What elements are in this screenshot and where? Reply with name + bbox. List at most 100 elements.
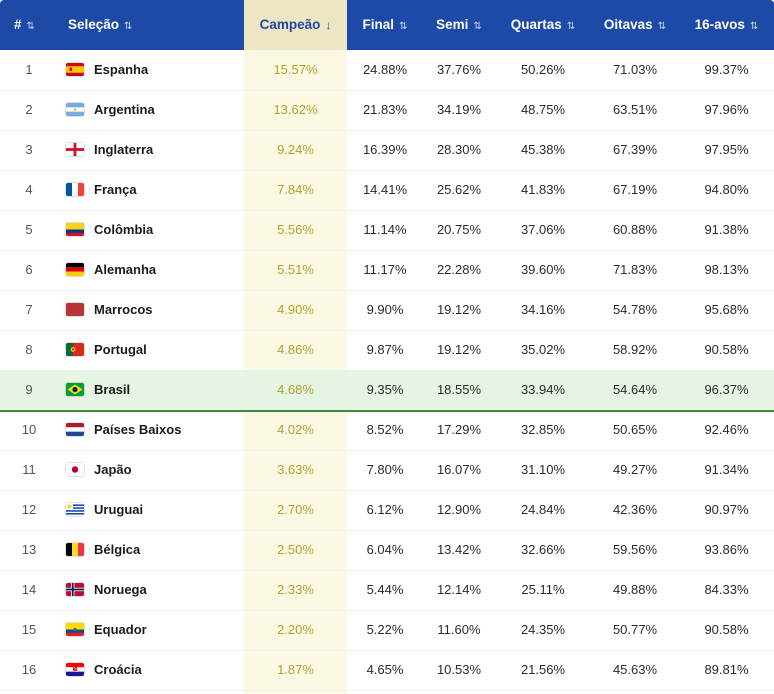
spain-flag-icon <box>66 63 84 76</box>
team-name[interactable]: Portugal <box>94 342 147 357</box>
team-name[interactable]: Noruega <box>94 582 147 597</box>
team-name[interactable]: Uruguai <box>94 502 144 517</box>
team-name[interactable]: Bélgica <box>94 542 141 557</box>
table-header: # ⇅ Seleção ⇅ Campeão ↓ Final ⇅ Semi ⇅ Quarta… <box>0 0 774 50</box>
sort-icon[interactable]: ⇅ <box>749 21 759 32</box>
table-row[interactable]: 5 Colômbia 5.56% 11.14% 20.75% 37.06% 60.88% 91… <box>0 210 774 251</box>
table-row[interactable]: 11 Japão 3.63% 7.80% 16.07% 31.10% 49.27% 91.34… <box>0 450 774 491</box>
rank-cell: 15 <box>21 622 37 637</box>
champion-probability: 9.24% <box>277 142 314 157</box>
sort-icon[interactable]: ⇅ <box>399 21 408 32</box>
champion-probability: 3.63% <box>277 462 314 477</box>
sort-desc-icon[interactable]: ↓ <box>325 18 332 32</box>
team-name[interactable]: Países Baixos <box>94 422 182 437</box>
morocco-flag-icon <box>66 303 84 316</box>
champion-probability: 4.02% <box>277 422 314 437</box>
table-row-highlighted[interactable]: 9 Brasil 4.68% 9.35% 18.55% 33.94% 54.64% 96.37… <box>0 370 774 412</box>
col-header-final[interactable]: Final ⇅ <box>347 0 423 50</box>
sort-icon[interactable]: ⇅ <box>26 21 35 32</box>
table-row[interactable]: 7 Marrocos 4.90% 9.90% 19.12% 34.16% 54.78% 95.… <box>0 290 774 331</box>
table-row[interactable]: 1 Espanha 15.57% 24.88% 37.76% 50.26% 71.03% 99… <box>0 50 774 91</box>
team-name[interactable]: Alemanha <box>94 262 157 277</box>
col-header-champion[interactable]: Campeão ↓ <box>244 0 347 50</box>
round32-probability: 99.37% <box>704 62 749 77</box>
col-header-round32[interactable]: 16-avos ⇅ <box>679 0 774 50</box>
champion-probability: 15.57% <box>273 62 318 77</box>
rank-cell: 10 <box>21 422 37 437</box>
final-probability: 24.88% <box>362 62 408 77</box>
col-header-quarters[interactable]: Quartas ⇅ <box>495 0 591 50</box>
semi-probability: 17.29% <box>436 422 482 437</box>
team-name[interactable]: França <box>94 182 137 197</box>
sort-icon[interactable]: ⇅ <box>566 21 576 32</box>
table-row[interactable]: 3 Inglaterra 9.24% 16.39% 28.30% 45.38% 67.39%… <box>0 130 774 171</box>
quarters-probability: 39.60% <box>520 262 566 277</box>
japan-flag-icon <box>66 463 84 476</box>
rank-cell: 2 <box>25 102 33 117</box>
col-header-round16-label: Oitavas <box>603 17 653 32</box>
table-row[interactable]: 8 Portugal 4.86% 9.87% 19.12% 35.02% 58.92% 90.… <box>0 330 774 371</box>
final-probability: 6.12% <box>366 502 404 517</box>
col-header-champion-label: Campeão <box>259 17 321 32</box>
semi-probability: 12.14% <box>436 582 482 597</box>
table-row[interactable]: 10 Países Baixos 4.02% 8.52% 17.29% 32.85% 50.… <box>0 410 774 451</box>
round32-probability: 91.34% <box>704 462 749 477</box>
sort-icon[interactable]: ⇅ <box>124 21 133 32</box>
round32-probability: 90.58% <box>704 622 749 637</box>
table-row[interactable]: 15 Equador 2.20% 5.22% 11.60% 24.35% 50.77% 90.… <box>0 610 774 651</box>
round16-probability: 50.65% <box>612 422 658 437</box>
croatia-flag-icon <box>66 663 84 676</box>
quarters-probability: 32.66% <box>520 542 566 557</box>
rank-cell: 13 <box>21 542 37 557</box>
team-name[interactable]: Marrocos <box>94 302 153 317</box>
final-probability: 11.14% <box>363 222 407 237</box>
rank-cell: 3 <box>25 142 33 157</box>
table-row[interactable]: 16 Croácia 1.87% 4.65% 10.53% 21.56% 45.63% 89.… <box>0 650 774 691</box>
table-row[interactable]: 2 Argentina 13.62% 21.83% 34.19% 48.75% 63.51%… <box>0 90 774 131</box>
team-name[interactable]: Equador <box>94 622 147 637</box>
team-name[interactable]: Colômbia <box>94 222 154 237</box>
champion-probability: 1.87% <box>277 662 314 677</box>
final-probability: 5.44% <box>366 582 404 597</box>
table-row[interactable]: 12 Uruguai 2.70% 6.12% 12.90% 24.84% 42.36% 90.… <box>0 490 774 531</box>
round16-probability: 49.88% <box>612 582 658 597</box>
round16-probability: 67.39% <box>612 142 658 157</box>
sort-icon[interactable]: ⇅ <box>473 21 482 32</box>
team-name[interactable]: Espanha <box>94 62 149 77</box>
final-probability: 21.83% <box>362 102 408 117</box>
sort-icon[interactable]: ⇅ <box>657 21 667 32</box>
table-row[interactable]: 14 Noruega 2.33% 5.44% 12.14% 25.11% 49.88% 84.… <box>0 570 774 611</box>
semi-probability: 19.12% <box>436 302 482 317</box>
team-name[interactable]: Japão <box>94 462 132 477</box>
col-header-team[interactable]: Seleção ⇅ <box>68 0 132 50</box>
round32-probability: 92.46% <box>704 422 749 437</box>
semi-probability: 16.07% <box>436 462 482 477</box>
table-row[interactable]: 4 França 7.84% 14.41% 25.62% 41.83% 67.19% 94.8… <box>0 170 774 211</box>
champion-probability: 2.50% <box>277 542 314 557</box>
col-header-rank[interactable]: # ⇅ <box>14 0 35 50</box>
round32-probability: 84.33% <box>704 582 749 597</box>
semi-probability: 19.12% <box>436 342 482 357</box>
champion-probability: 7.84% <box>277 182 314 197</box>
semi-probability: 10.53% <box>436 662 482 677</box>
rank-cell: 12 <box>21 502 37 517</box>
round32-probability: 97.95% <box>704 142 749 157</box>
table-row[interactable]: 6 Alemanha 5.51% 11.17% 22.28% 39.60% 71.83% 98… <box>0 250 774 291</box>
round16-probability: 67.19% <box>612 182 658 197</box>
round32-probability: 90.97% <box>704 502 749 517</box>
round16-probability: 49.27% <box>612 462 658 477</box>
team-name[interactable]: Brasil <box>94 382 131 397</box>
team-name[interactable]: Croácia <box>94 662 142 677</box>
team-name[interactable]: Argentina <box>94 102 155 117</box>
team-name[interactable]: Inglaterra <box>94 142 154 157</box>
champion-probability: 4.90% <box>277 302 314 317</box>
table-row[interactable]: 13 Bélgica 2.50% 6.04% 13.42% 32.66% 59.56% 93.… <box>0 530 774 571</box>
quarters-probability: 41.83% <box>520 182 566 197</box>
semi-probability: 18.55% <box>436 382 482 397</box>
round32-probability: 91.38% <box>704 222 749 237</box>
col-header-semi[interactable]: Semi ⇅ <box>423 0 495 50</box>
col-header-round16[interactable]: Oitavas ⇅ <box>591 0 679 50</box>
final-probability: 9.35% <box>366 382 404 397</box>
semi-probability: 34.19% <box>436 102 482 117</box>
